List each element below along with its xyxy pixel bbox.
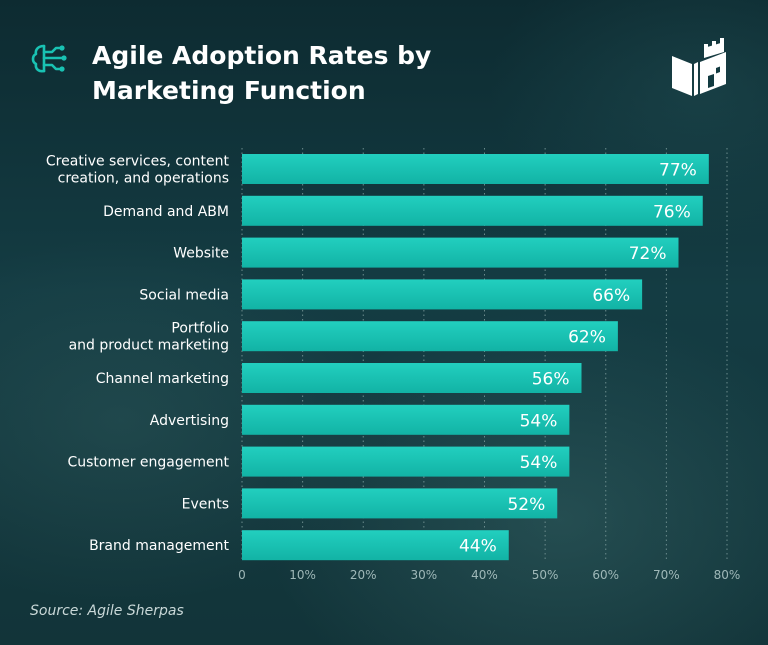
value-label: 56%: [532, 370, 570, 390]
value-label: 54%: [520, 411, 558, 431]
category-label: creation, and operations: [58, 171, 229, 187]
x-tick-label: 0: [238, 568, 246, 582]
x-tick-label: 60%: [592, 568, 619, 582]
bar: [242, 363, 582, 393]
bar: [242, 530, 509, 561]
book-castle-logo-icon: [672, 38, 726, 96]
category-label: and product marketing: [69, 338, 229, 354]
value-label: 52%: [507, 495, 545, 515]
category-label: Customer engagement: [67, 455, 229, 471]
category-label: Portfolio: [171, 321, 229, 337]
x-tick-label: 40%: [471, 568, 498, 582]
chart-title: Agile Adoption Rates by Marketing Functi…: [92, 38, 552, 108]
category-label: Creative services, content: [46, 154, 230, 170]
value-label: 76%: [653, 202, 691, 222]
value-label: 77%: [659, 161, 697, 181]
x-tick-label: 10%: [289, 568, 316, 582]
category-label: Demand and ABM: [103, 204, 229, 220]
title-line-2: Marketing Function: [92, 76, 366, 105]
bar: [242, 488, 558, 519]
value-label: 54%: [520, 453, 558, 473]
value-label: 44%: [459, 537, 497, 557]
x-tick-label: 30%: [411, 568, 438, 582]
bar: [242, 195, 703, 226]
bar: [242, 237, 679, 268]
value-label: 66%: [592, 286, 630, 306]
category-label: Channel marketing: [96, 371, 229, 387]
x-axis-ticks: 0 10% 20% 30% 40% 50% 60% 70% 80%: [238, 568, 740, 582]
category-label: Brand management: [89, 538, 229, 554]
bars: 77% 76% 72% 66% 62% 56% 54% 54% 52% 44%: [242, 154, 709, 561]
category-label: Social media: [139, 287, 229, 303]
source-note: Source: Agile Sherpas: [30, 603, 184, 619]
ai-circuit-icon: [31, 44, 67, 73]
bar: [242, 321, 618, 352]
bar: [242, 446, 570, 477]
category-label: Website: [173, 246, 229, 262]
x-tick-label: 70%: [653, 568, 680, 582]
title-line-1: Agile Adoption Rates by: [92, 41, 432, 70]
x-tick-label: 80%: [714, 568, 741, 582]
x-tick-label: 50%: [532, 568, 559, 582]
value-label: 62%: [568, 328, 606, 348]
category-label: Advertising: [150, 413, 229, 429]
bar: [242, 154, 709, 184]
value-label: 72%: [629, 244, 667, 264]
category-label: Events: [182, 496, 229, 512]
bar: [242, 279, 643, 310]
bar: [242, 404, 570, 435]
x-tick-label: 20%: [350, 568, 377, 582]
